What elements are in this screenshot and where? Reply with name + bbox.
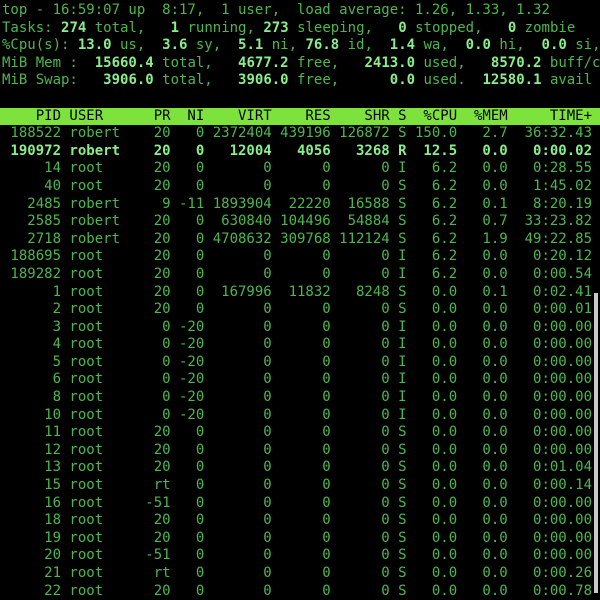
process-row: 18 root 20 0 0 0 0 S 0.0 0.0 0:00.00 [2,512,593,529]
summary-value: 0.0 [541,37,567,54]
summary-value: 5.1 [238,37,264,54]
scrollbar-thumb[interactable] [594,293,598,593]
summary-text: zombie [516,19,576,36]
summary-text: used. [415,72,483,89]
process-row: 8 root 0 -20 0 0 0 I 0.0 0.0 0:00.00 [2,389,593,406]
summary-value: 3906.0 [103,72,154,89]
summary-value: 8570.2 [490,54,542,71]
summary-line-3: %Cpu(s): 13.0 us, 3.6 sy, 5.1 ni, 76.8 i… [0,37,600,55]
summary-text: buff/c [541,54,600,71]
process-row: 188695 root 20 0 0 0 0 I 6.2 0.0 0:20.12 [2,248,593,265]
summary-text: avail [541,72,593,89]
process-row: 2585 robert 20 0 630840 104496 54884 S 6… [2,213,593,230]
summary-text: Tasks: [2,19,62,36]
process-row: 19 root 20 0 0 0 0 S 0.0 0.0 0:00.00 [2,529,593,546]
process-row: 2 root 20 0 0 0 0 S 0.0 0.0 0:00.01 [2,301,593,318]
process-row: 10 root 0 -20 0 0 0 I 0.0 0.0 0:00.00 [2,406,593,423]
summary-text: total, [86,19,171,36]
process-row: 21 root rt 0 0 0 0 S 0.0 0.0 0:00.26 [2,565,593,581]
process-row: 1 root 20 0 167996 11832 8248 S 0.0 0.1 … [2,283,593,300]
summary-text: si, [566,37,600,54]
summary-text: MiB Mem : [2,54,95,71]
process-row: 11 root 20 0 0 0 0 S 0.0 0.0 0:00.00 [2,424,593,441]
process-row: 40 root 20 0 0 0 0 S 6.2 0.0 1:45.02 [2,177,593,194]
summary-text: top - 16:59:07 up 8:17, 1 user, load ave… [2,2,550,18]
process-row: 20 root -51 0 0 0 0 S 0.0 0.0 0:00.00 [2,547,593,564]
process-row: 190972 robert 20 0 12004 4056 3268 R 12.… [2,142,593,159]
summary-value: 3906.0 [238,72,289,89]
process-table-header: PID USER PR NI VIRT RES SHR S %CPU %MEM … [0,107,600,126]
summary-value: 4677.2 [238,54,289,71]
summary-text: total, [153,72,239,89]
process-row: 14 root 20 0 0 0 0 I 6.2 0.0 0:28.55 [2,160,593,177]
summary-value: 0.0 [465,37,491,54]
summary-value: 1.4 [389,37,416,54]
process-row: 2718 robert 20 0 4708632 309768 112124 S… [2,230,593,247]
summary-text: total, [153,54,239,71]
process-row: 13 root 20 0 0 0 0 S 0.0 0.0 0:01.04 [2,459,593,476]
summary-text: free, [288,54,365,71]
summary-value: 273 [263,19,289,36]
process-row: 189282 root 20 0 0 0 0 I 6.2 0.0 0:00.54 [2,265,593,282]
summary-text: sleeping, [288,19,399,36]
summary-text: free, [288,72,390,89]
top-summary: top - 16:59:07 up 8:17, 1 user, load ave… [0,2,600,90]
summary-text: hi, [490,37,542,54]
summary-value: 1 [170,19,180,36]
process-row: 15 root rt 0 0 0 0 S 0.0 0.0 0:00.14 [2,477,593,494]
summary-value: 76.8 [305,37,340,54]
summary-line-2: Tasks: 274 total, 1 running, 273 sleepin… [0,20,600,38]
process-row: 16 root -51 0 0 0 0 S 0.0 0.0 0:00.00 [2,494,593,511]
summary-text: MiB Swap: [2,72,104,89]
summary-text: wa, [415,37,466,54]
summary-value: 15660.4 [94,54,154,71]
process-row: 2485 robert 9 -11 1893904 22220 16588 S … [2,195,593,212]
process-row: 6 root 0 -20 0 0 0 I 0.0 0.0 0:00.00 [2,371,593,388]
summary-text: sy, [187,37,239,54]
summary-text: %Cpu(s): [2,37,78,54]
summary-text: us, [111,37,163,54]
summary-text: id, [339,37,390,54]
summary-text: running, [179,19,264,36]
summary-value: 0 [507,19,517,36]
summary-line-4: MiB Mem : 15660.4 total, 4677.2 free, 24… [0,55,600,73]
summary-text: stopped, [406,19,508,36]
summary-line-1: top - 16:59:07 up 8:17, 1 user, load ave… [0,2,600,20]
summary-value: 0 [398,19,407,36]
summary-value: 0.0 [389,72,416,89]
summary-text: used, [415,54,491,71]
process-row: 12 root 20 0 0 0 0 S 0.0 0.0 0:00.00 [2,441,593,458]
summary-value: 3.6 [162,37,188,54]
summary-value: 274 [61,19,87,36]
process-row: 188522 robert 20 0 2372404 439196 126872… [2,125,593,142]
process-row: 4 root 0 -20 0 0 0 I 0.0 0.0 0:00.00 [2,336,593,353]
process-row: 22 root 20 0 0 0 0 S 0.0 0.0 0:00.78 [2,582,593,599]
process-table-body: 188522 robert 20 0 2372404 439196 126872… [0,125,600,600]
process-row: 5 root 0 -20 0 0 0 I 0.0 0.0 0:00.00 [2,353,593,370]
summary-value: 13.0 [77,37,112,54]
process-row: 3 root 0 -20 0 0 0 I 0.0 0.0 0:00.00 [2,318,593,335]
summary-line-5: MiB Swap: 3906.0 total, 3906.0 free, 0.0… [0,72,600,90]
summary-value: 12580.1 [482,72,542,89]
summary-value: 2413.0 [364,54,416,71]
summary-text: ni, [263,37,306,54]
